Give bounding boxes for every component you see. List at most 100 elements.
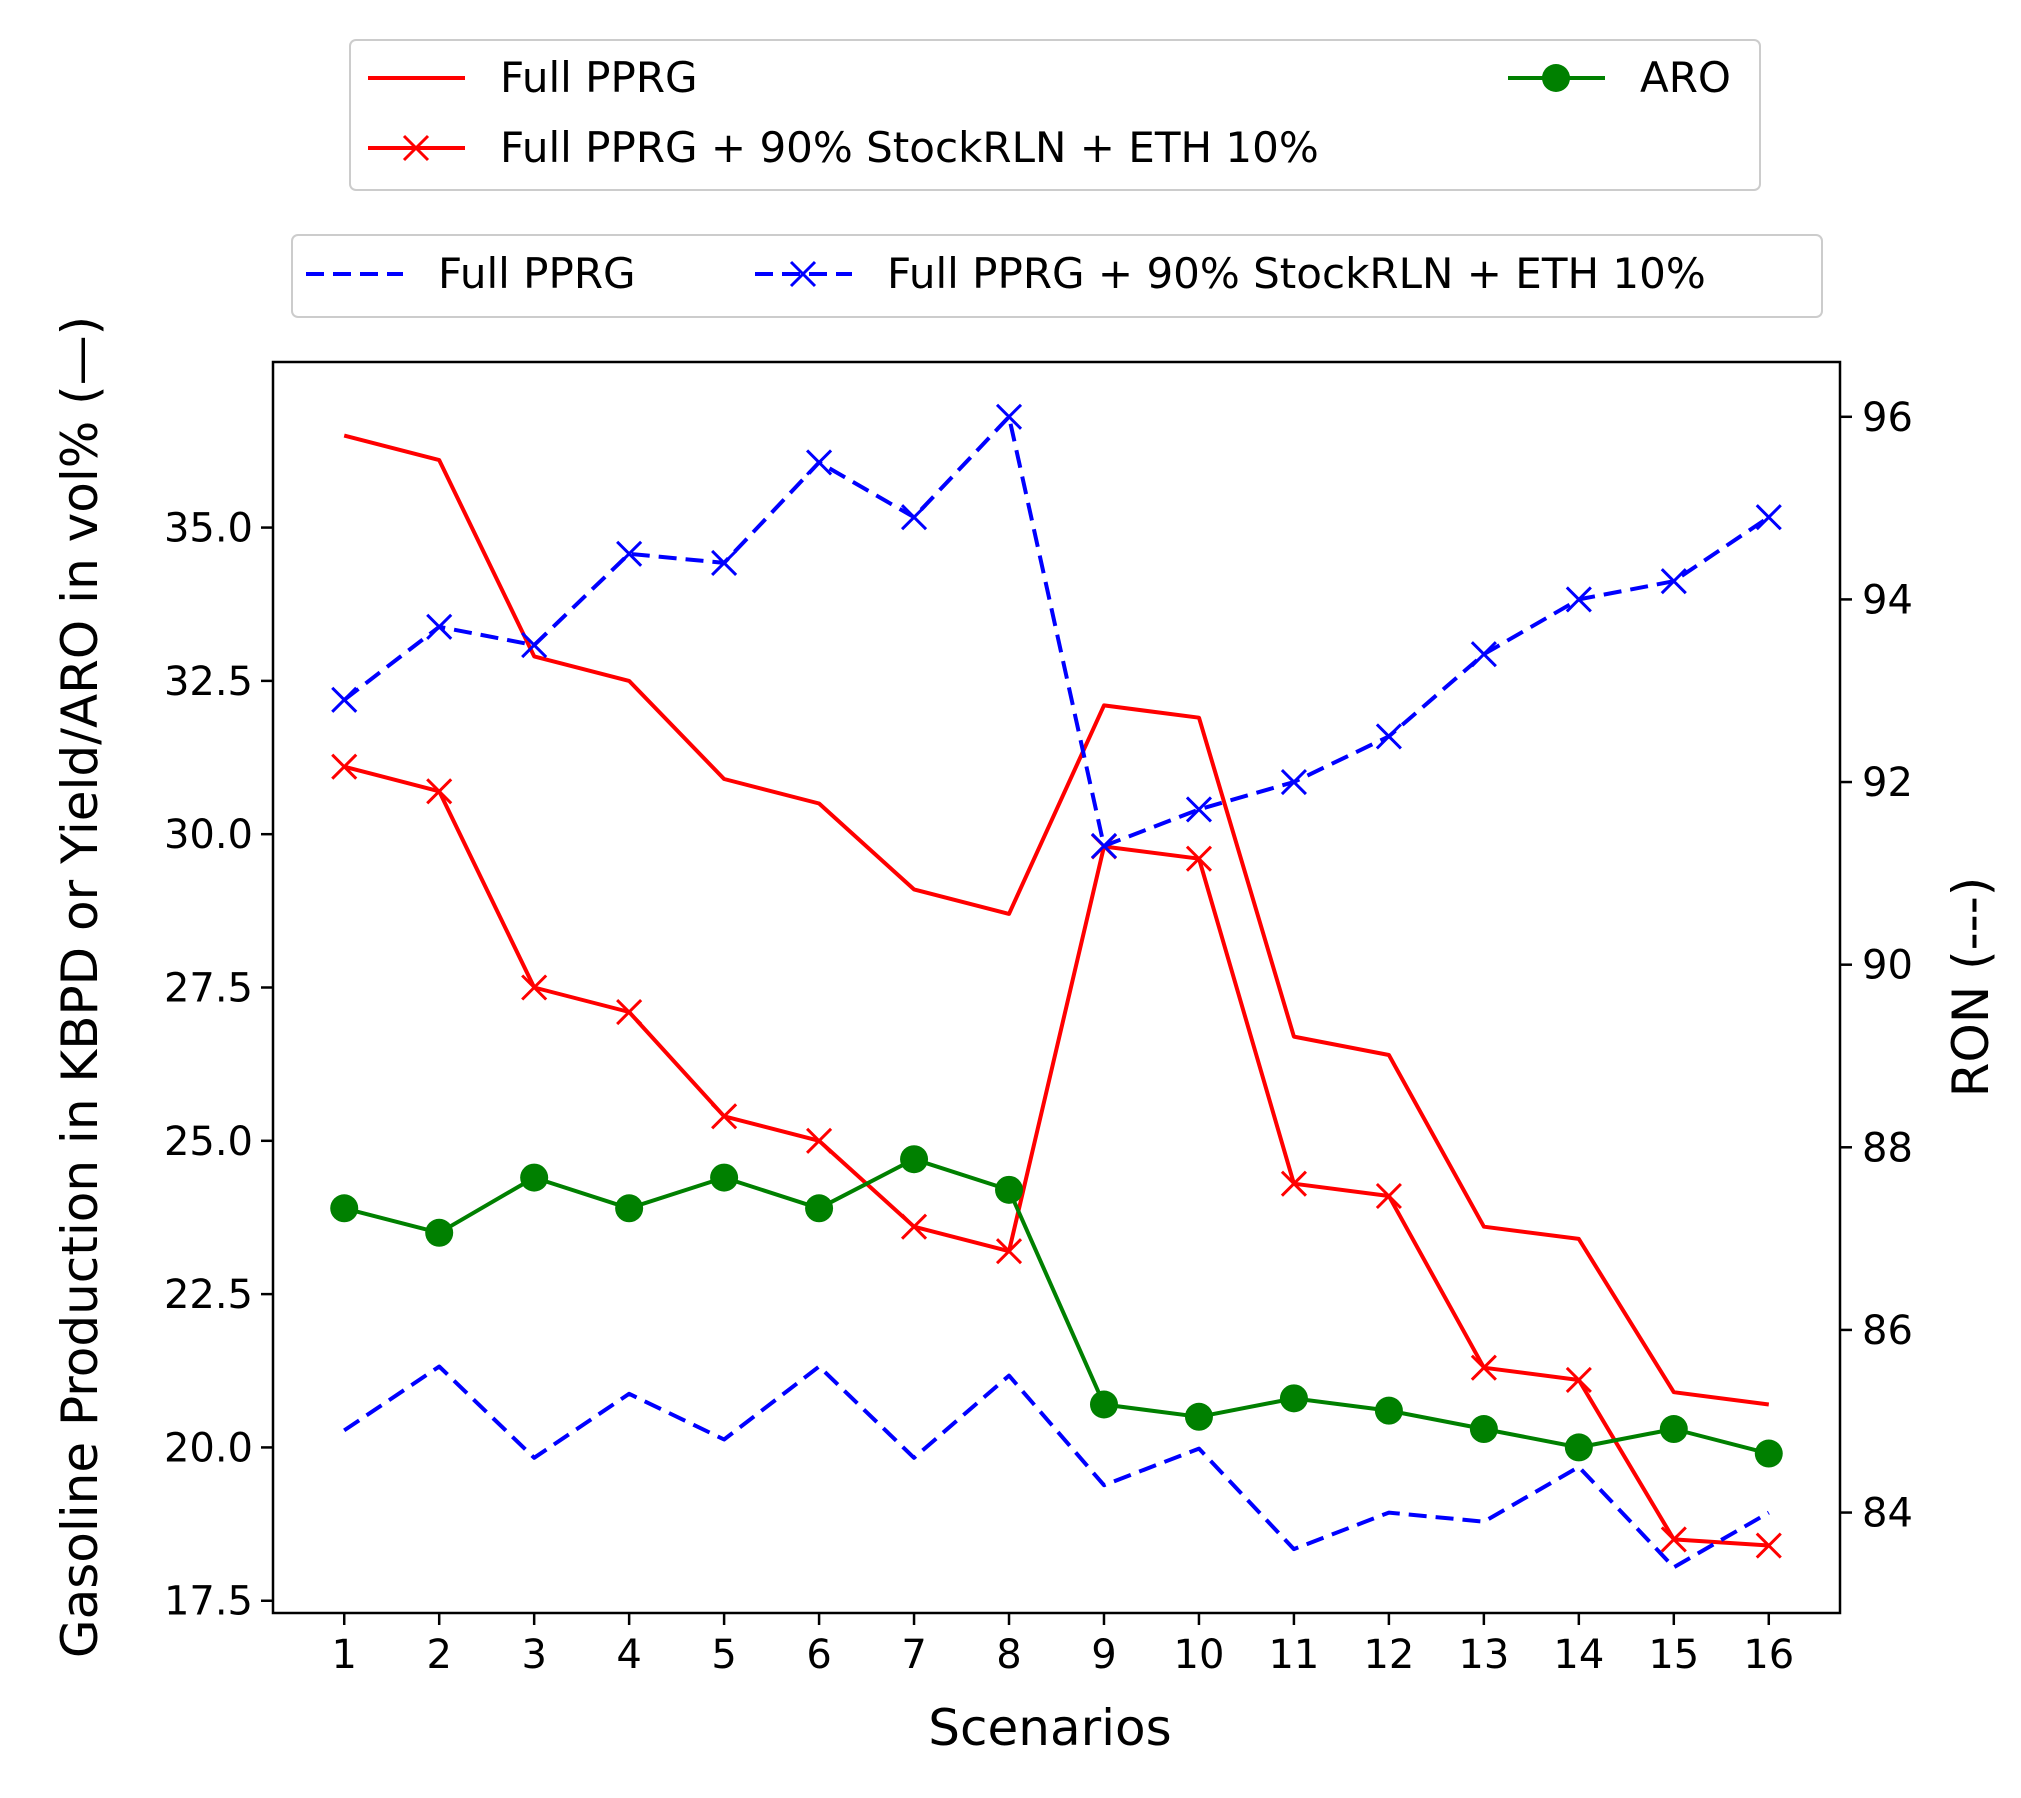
data-point (1184, 1402, 1213, 1431)
legend-bottom-entry-full-pprg-stockrln: Full PPRG + 90% StockRLN + ETH 10% (755, 249, 1706, 298)
x-tick-label: 12 (1363, 1632, 1414, 1678)
data-point (1469, 1415, 1498, 1444)
y-axis-right-title: RON (---) (1942, 877, 2000, 1098)
data-point (1185, 796, 1213, 823)
legend-label: Full PPRG + 90% StockRLN + ETH 10% (887, 249, 1706, 298)
series-line (343, 764, 1769, 1548)
y-right-tick-label: 94 (1862, 577, 1913, 623)
x-tick-label: 13 (1458, 1632, 1509, 1678)
data-point (900, 1213, 928, 1240)
data-point (1470, 1354, 1497, 1381)
series-line (343, 1364, 1770, 1570)
data-point (426, 778, 453, 805)
data-point (900, 504, 928, 531)
legend-bottom: Full PPRG Full PPRG + 90% StockRLN + ETH… (291, 234, 1823, 318)
data-point (1755, 1532, 1782, 1559)
data-point (425, 1218, 454, 1247)
data-point (995, 403, 1023, 430)
data-point (995, 1238, 1023, 1265)
data-point (1374, 1396, 1403, 1425)
legend-label: Full PPRG (500, 53, 698, 102)
series-line (343, 433, 1770, 1407)
data-point (521, 632, 548, 659)
legend-top: Full PPRG Full PPRG + 90% StockRLN + ETH… (349, 39, 1761, 191)
y-right-tick-label: 90 (1862, 943, 1913, 989)
series-line (343, 1157, 1770, 1456)
y-left-tick-label: 30.0 (164, 812, 253, 858)
y-left-tick-label: 22.5 (164, 1272, 253, 1318)
x-tick-label: 11 (1268, 1632, 1319, 1678)
y-left-tick-label: 35.0 (164, 506, 253, 552)
x-tick-label: 8 (996, 1632, 1021, 1678)
series-0 (343, 433, 1770, 1407)
legend-top-entry-aro: ARO (1508, 53, 1731, 102)
data-point (1279, 1384, 1308, 1413)
y-left-tick-label: 27.5 (164, 966, 253, 1012)
legend-label: Full PPRG (438, 249, 636, 298)
data-point (1659, 1415, 1688, 1444)
y-right-tick-label: 86 (1862, 1308, 1913, 1354)
y-left-tick-label: 17.5 (164, 1579, 253, 1625)
data-point (1565, 586, 1592, 613)
x-tick-label: 2 (426, 1632, 451, 1678)
y-right-tick-label: 84 (1862, 1491, 1913, 1537)
data-point (805, 1194, 834, 1223)
x-tick-label: 4 (616, 1632, 641, 1678)
data-point (1089, 1390, 1118, 1419)
data-point (616, 540, 643, 567)
x-axis-title: Scenarios (928, 1699, 1171, 1757)
x-tick-label: 10 (1174, 1632, 1225, 1678)
data-point (1470, 641, 1497, 668)
data-point (995, 1175, 1024, 1204)
data-point (615, 1194, 644, 1223)
y-left-tick-label: 25.0 (164, 1119, 253, 1165)
data-point (1755, 504, 1782, 531)
data-point (331, 686, 358, 713)
data-point (520, 1163, 549, 1192)
data-point (806, 449, 833, 476)
x-tick-label: 15 (1648, 1632, 1699, 1678)
x-marker-icon (789, 260, 817, 288)
data-point (1090, 832, 1118, 860)
data-point (521, 974, 548, 1001)
y-right-tick-label: 92 (1862, 760, 1913, 806)
y-right-tick-label: 96 (1862, 395, 1913, 441)
series-4 (331, 403, 1782, 860)
y-axis-left-title: Gasoline Production in KBPD or Yield/ARO… (51, 316, 109, 1658)
x-tick-label: 9 (1091, 1632, 1116, 1678)
data-point (1565, 1366, 1592, 1394)
data-point (710, 1163, 739, 1192)
series-layer (330, 403, 1783, 1570)
data-point (900, 1145, 929, 1174)
data-point (711, 1103, 738, 1130)
circle-marker-icon (1542, 64, 1570, 92)
legend-top-entry-full-pprg: Full PPRG (368, 53, 698, 102)
legend-top-entry-full-pprg-stockrln: Full PPRG + 90% StockRLN + ETH 10% (368, 123, 1319, 172)
legend-label: Full PPRG + 90% StockRLN + ETH 10% (500, 123, 1319, 172)
data-point (330, 1194, 359, 1223)
x-marker-icon (402, 134, 430, 162)
x-tick-label: 1 (332, 1632, 357, 1678)
data-point (1660, 1526, 1687, 1553)
x-tick-label: 16 (1743, 1632, 1794, 1678)
data-point (1185, 845, 1213, 872)
data-point (426, 613, 453, 640)
series-2 (330, 1145, 1783, 1468)
data-point (1564, 1433, 1593, 1462)
data-point (1375, 723, 1402, 750)
data-point (806, 1127, 833, 1154)
x-tick-label: 6 (806, 1632, 831, 1678)
data-point (331, 753, 358, 780)
legend-bottom-entry-full-pprg: Full PPRG (306, 249, 636, 298)
y-right-tick-label: 88 (1862, 1125, 1913, 1171)
series-3 (343, 1364, 1770, 1570)
data-point (1280, 768, 1307, 796)
x-tick-label: 3 (521, 1632, 546, 1678)
x-tick-label: 5 (711, 1632, 736, 1678)
series-1 (331, 753, 1782, 1559)
data-point (711, 549, 738, 576)
data-point (616, 998, 643, 1026)
y-left-tick-label: 20.0 (164, 1425, 253, 1471)
x-tick-label: 14 (1553, 1632, 1604, 1678)
